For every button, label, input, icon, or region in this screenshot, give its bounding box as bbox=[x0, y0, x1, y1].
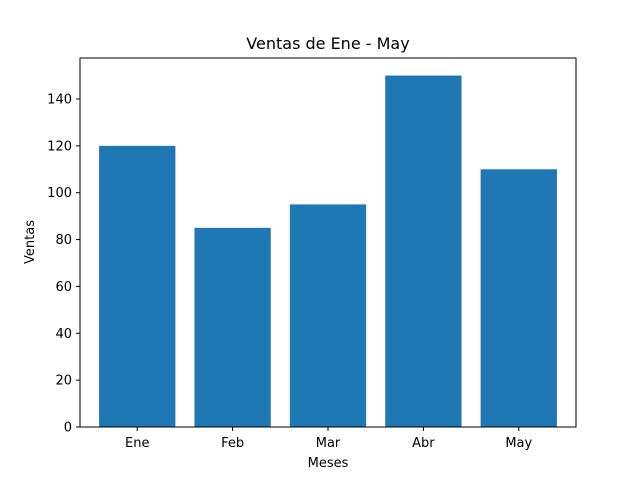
x-axis: Ene Feb Mar Abr May bbox=[125, 427, 533, 451]
plot-frame bbox=[79, 57, 577, 428]
y-tick-label-140: 140 bbox=[47, 93, 72, 108]
bar-mar bbox=[289, 204, 367, 427]
bar-abr bbox=[385, 75, 462, 428]
x-tick-label-ene: Ene bbox=[125, 436, 149, 451]
y-tick-label-20: 20 bbox=[55, 374, 72, 389]
y-axis: 0 20 40 60 80 100 120 140 bbox=[47, 93, 80, 436]
x-tick-label-mar: Mar bbox=[316, 436, 341, 451]
y-tick-label-40: 40 bbox=[55, 327, 72, 342]
bar-ene bbox=[99, 145, 176, 427]
bars-group bbox=[99, 75, 557, 428]
x-tick-label-may: May bbox=[505, 436, 532, 451]
y-tick-label-120: 120 bbox=[47, 139, 72, 154]
bar-feb bbox=[194, 227, 271, 427]
bar-may bbox=[480, 169, 557, 428]
x-tick-label-abr: Abr bbox=[412, 436, 435, 451]
y-tick-label-80: 80 bbox=[55, 233, 72, 248]
chart-title: Ventas de Ene - May bbox=[246, 34, 409, 53]
y-tick-label-100: 100 bbox=[47, 186, 72, 201]
x-axis-label: Meses bbox=[308, 456, 349, 471]
x-tick-label-feb: Feb bbox=[221, 436, 244, 451]
y-axis-label: Ventas bbox=[23, 220, 38, 264]
y-tick-label-0: 0 bbox=[64, 421, 72, 436]
y-tick-label-60: 60 bbox=[55, 280, 72, 295]
